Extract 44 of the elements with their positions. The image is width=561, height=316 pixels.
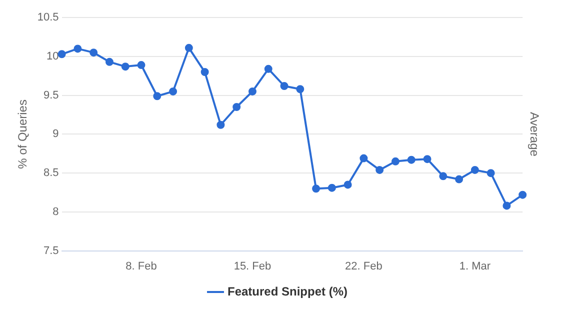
point <box>264 64 272 73</box>
y-tick-label: 7.5 <box>44 244 59 257</box>
legend-label: Featured Snippet (%) <box>227 284 348 298</box>
y2-axis-title: Average <box>527 112 542 157</box>
point <box>90 48 98 57</box>
x-tick-label: 1. Mar <box>459 260 491 272</box>
point <box>312 184 320 193</box>
point <box>74 44 82 53</box>
y-tick-label: 9 <box>52 128 59 140</box>
point <box>518 190 527 199</box>
y-tick-label: 9.5 <box>44 89 59 102</box>
point <box>439 172 448 180</box>
y-axis-title: % of Queries <box>16 100 30 169</box>
point <box>232 102 241 111</box>
point <box>169 87 178 96</box>
point <box>360 154 368 162</box>
point <box>58 50 66 58</box>
point <box>407 156 416 164</box>
x-tick-label: 15. Feb <box>234 260 272 272</box>
x-tick-label: 8. Feb <box>126 260 157 272</box>
point <box>280 82 288 90</box>
point <box>376 166 384 174</box>
point <box>328 184 336 192</box>
point <box>216 120 225 129</box>
point <box>486 169 495 178</box>
point <box>137 61 146 70</box>
point <box>423 155 432 164</box>
point <box>248 87 256 96</box>
point <box>121 62 130 71</box>
point <box>502 202 511 210</box>
point <box>391 157 400 166</box>
point <box>470 166 479 174</box>
point <box>184 44 193 52</box>
point <box>105 58 114 66</box>
x-tick-label: 22. Feb <box>345 260 382 272</box>
point <box>455 175 464 184</box>
point <box>344 180 352 189</box>
point <box>153 92 162 100</box>
y-tick-label: 8 <box>52 206 59 218</box>
point <box>296 85 304 94</box>
y-tick-label: 10 <box>46 50 59 62</box>
y-tick-label: 10.5 <box>37 12 59 24</box>
point <box>200 68 209 76</box>
y-tick-label: 8.5 <box>44 167 59 180</box>
